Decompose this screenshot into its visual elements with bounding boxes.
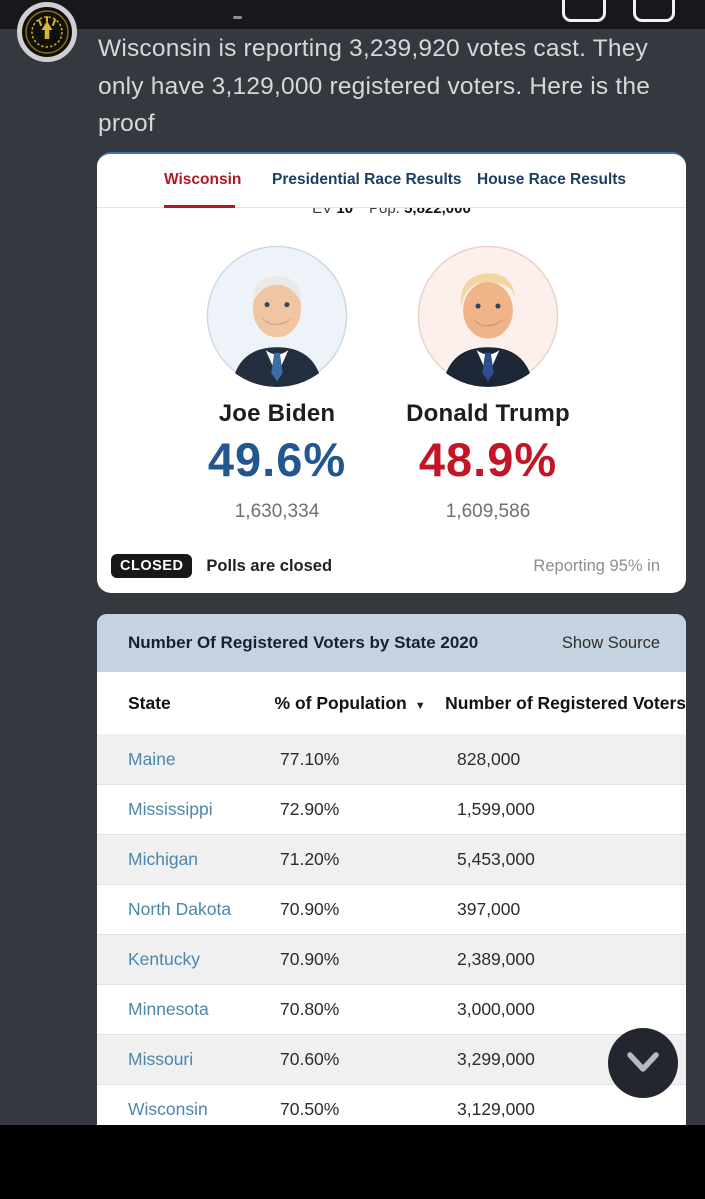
table-row: Michigan 71.20% 5,453,000 xyxy=(97,834,686,884)
candidate-percent: 49.6% xyxy=(207,433,347,486)
chevron-down-icon xyxy=(627,1052,659,1072)
pct-cell: 70.50% xyxy=(280,1099,340,1119)
pct-cell: 72.90% xyxy=(280,799,340,819)
candidate-percent: 48.9% xyxy=(418,433,558,486)
state-link[interactable]: Wisconsin xyxy=(128,1099,208,1119)
column-header-registered[interactable]: Number of Registered Voters xyxy=(445,692,686,713)
show-source-link[interactable]: Show Source xyxy=(561,633,660,652)
candidate-votes: 1,630,334 xyxy=(234,501,320,522)
registered-cell: 1,599,000 xyxy=(457,799,535,819)
closed-badge: CLOSED xyxy=(111,554,193,578)
column-header-pct[interactable]: % of Population ▼ xyxy=(275,693,446,714)
truncated-text-fragment xyxy=(233,16,242,19)
tab-wisconsin[interactable]: Wisconsin xyxy=(164,171,242,188)
candidate-trump: Donald Trump 48.9% 1,609,586 xyxy=(382,245,594,523)
table-row: Missouri 70.60% 3,299,000 xyxy=(97,1034,686,1084)
state-link[interactable]: Michigan xyxy=(128,849,199,869)
registered-cell: 3,129,000 xyxy=(457,1099,535,1119)
candidate-name: Donald Trump xyxy=(406,400,570,427)
pct-cell: 77.10% xyxy=(280,748,340,769)
pct-cell: 71.20% xyxy=(280,849,340,869)
state-link[interactable]: Kentucky xyxy=(128,949,200,969)
toolbar-icon-left[interactable] xyxy=(562,0,606,22)
registered-cell: 828,000 xyxy=(457,748,521,769)
state-link[interactable]: Maine xyxy=(128,748,176,769)
pct-cell: 70.90% xyxy=(280,949,340,969)
sort-descending-icon: ▼ xyxy=(414,699,426,712)
state-link[interactable]: Mississippi xyxy=(128,799,213,819)
poll-status-row: CLOSED Polls are closed Reporting 95% in xyxy=(111,552,660,580)
registered-cell: 5,453,000 xyxy=(457,849,535,869)
gold-seal-icon xyxy=(17,2,77,62)
candidate-votes: 1,609,586 xyxy=(445,501,531,522)
bottom-bar xyxy=(0,1125,705,1199)
pct-cell: 70.60% xyxy=(280,1049,340,1069)
election-results-card: EV 10 Pop. 5,822,000 Wisconsin Presidenti… xyxy=(97,152,686,593)
biden-photo xyxy=(206,245,348,387)
state-link[interactable]: Minnesota xyxy=(128,999,209,1019)
tab-house-race-results[interactable]: House Race Results xyxy=(477,171,627,188)
table-row: North Dakota 70.90% 397,000 xyxy=(97,884,686,934)
trump-photo xyxy=(417,245,559,387)
registered-cell: 3,299,000 xyxy=(457,1049,535,1069)
poll-status-text: Polls are closed xyxy=(206,556,333,575)
registered-cell: 3,000,000 xyxy=(457,999,535,1019)
table-row: Minnesota 70.80% 3,000,000 xyxy=(97,984,686,1034)
registered-cell: 397,000 xyxy=(457,899,521,919)
tab-bar: Wisconsin Presidential Race Results Hous… xyxy=(97,154,686,208)
column-header-pct-label: % of Population xyxy=(274,692,407,713)
table-row: Wisconsin 70.50% 3,129,000 xyxy=(97,1084,686,1125)
table-column-headers: State % of Population ▼ Number of Registe… xyxy=(97,672,686,734)
registered-cell: 2,389,000 xyxy=(457,949,535,969)
top-bar xyxy=(0,0,705,29)
column-header-state[interactable]: State xyxy=(128,692,171,713)
state-link[interactable]: North Dakota xyxy=(128,899,232,919)
voter-table-card: Number Of Registered Voters by State 202… xyxy=(97,614,686,1125)
pct-cell: 70.80% xyxy=(280,999,340,1019)
candidate-biden: Joe Biden 49.6% 1,630,334 xyxy=(171,245,383,523)
avatar[interactable] xyxy=(17,2,77,62)
toolbar-icon-right[interactable] xyxy=(633,0,675,22)
table-title: Number Of Registered Voters by State 202… xyxy=(128,633,479,652)
scroll-down-button[interactable] xyxy=(608,1028,678,1098)
candidate-name: Joe Biden xyxy=(218,400,336,427)
active-tab-underline xyxy=(164,205,235,208)
tab-presidential-race-results[interactable]: Presidential Race Results xyxy=(272,171,462,188)
reporting-status: Reporting 95% in xyxy=(533,556,660,575)
table-header-bar: Number Of Registered Voters by State 202… xyxy=(97,614,686,672)
table-row: Kentucky 70.90% 2,389,000 xyxy=(97,934,686,984)
pct-cell: 70.90% xyxy=(280,899,340,919)
state-link[interactable]: Missouri xyxy=(128,1049,194,1069)
table-row: Maine 77.10% 828,000 xyxy=(97,734,686,784)
post-text: Wisconsin is reporting 3,239,920 votes c… xyxy=(98,35,651,137)
table-row: Mississippi 72.90% 1,599,000 xyxy=(97,784,686,834)
